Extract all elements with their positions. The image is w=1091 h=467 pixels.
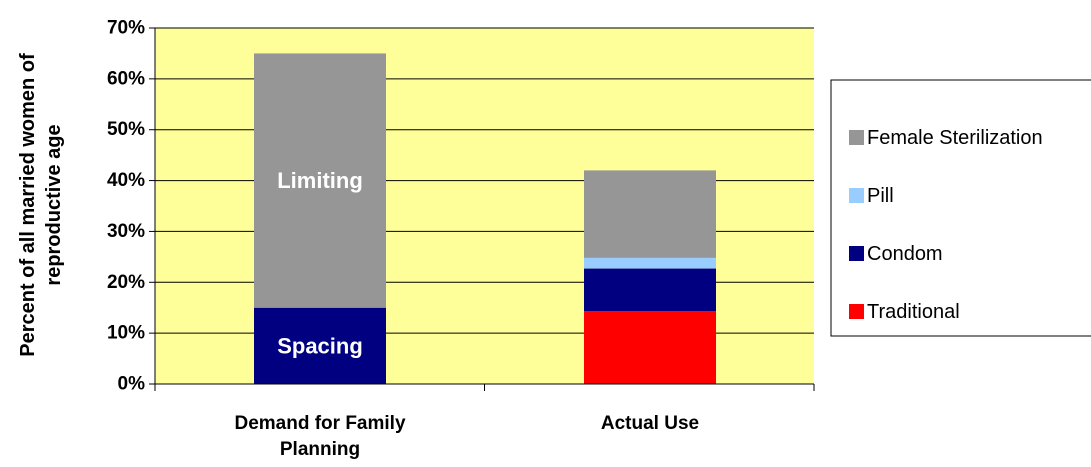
legend-label-traditional: Traditional [867, 301, 960, 323]
bars: Spacing Limiting [254, 53, 716, 384]
y-axis-title: Percent of all married women of reproduct… [17, 53, 65, 357]
y-tick-label-1: 10% [107, 323, 145, 344]
bar-1-segment-pill [584, 257, 716, 269]
x-category-label-0-line-1: Planning [280, 439, 360, 460]
legend-label-female-sterilization: Female Sterilization [867, 127, 1043, 149]
legend-label-pill: Pill [867, 185, 894, 207]
segment-label-spacing: Spacing [277, 333, 363, 358]
y-tick-label-6: 60% [107, 68, 145, 89]
legend: Female Sterilization Pill Condom Traditiona… [830, 79, 1091, 337]
y-tick-label-4: 40% [107, 170, 145, 191]
bar-1-segment-traditional [584, 311, 716, 384]
y-tick-label-0: 0% [118, 374, 146, 395]
y-axis-title-line-0: Percent of all married women of [17, 53, 39, 357]
bar-1-segment-condom [584, 268, 716, 312]
legend-swatch-condom [849, 246, 864, 261]
y-tick-labels: 0% 10% 20% 30% 40% 50% 60% 70% [107, 18, 145, 395]
legend-swatch-female-sterilization [849, 130, 864, 145]
y-tick-label-5: 50% [107, 119, 145, 140]
legend-box [830, 79, 1091, 337]
x-category-label-0-line-0: Demand for Family [234, 413, 405, 434]
x-category-labels: Demand for Family Planning Actual Use [234, 413, 699, 460]
segment-label-limiting: Limiting [277, 168, 363, 193]
bar-0-segment-limiting [254, 53, 386, 308]
legend-swatch-pill [849, 188, 864, 203]
y-tick-label-3: 30% [107, 221, 145, 242]
bar-1-segment-female-sterilization [584, 170, 716, 258]
y-tick-label-2: 20% [107, 272, 145, 293]
y-tick-label-7: 70% [107, 18, 145, 39]
legend-label-condom: Condom [867, 243, 943, 265]
axes [149, 27, 815, 391]
x-category-label-1-line-0: Actual Use [601, 413, 699, 434]
y-axis-title-line-1: reproductive age [43, 124, 65, 285]
bar-0-segment-spacing [254, 307, 386, 384]
legend-swatch-traditional [849, 304, 864, 319]
